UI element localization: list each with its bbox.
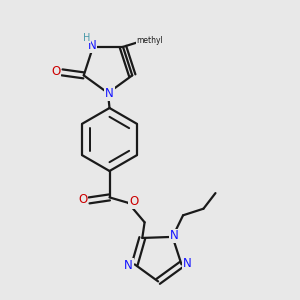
Text: N: N	[124, 259, 133, 272]
Text: O: O	[79, 193, 88, 206]
Text: methyl: methyl	[136, 36, 163, 45]
Text: N: N	[87, 40, 96, 52]
Text: N: N	[183, 257, 192, 270]
Text: O: O	[129, 195, 138, 208]
Text: N: N	[105, 87, 114, 100]
Text: O: O	[52, 65, 61, 78]
Text: H: H	[83, 33, 90, 43]
Text: N: N	[169, 230, 178, 242]
